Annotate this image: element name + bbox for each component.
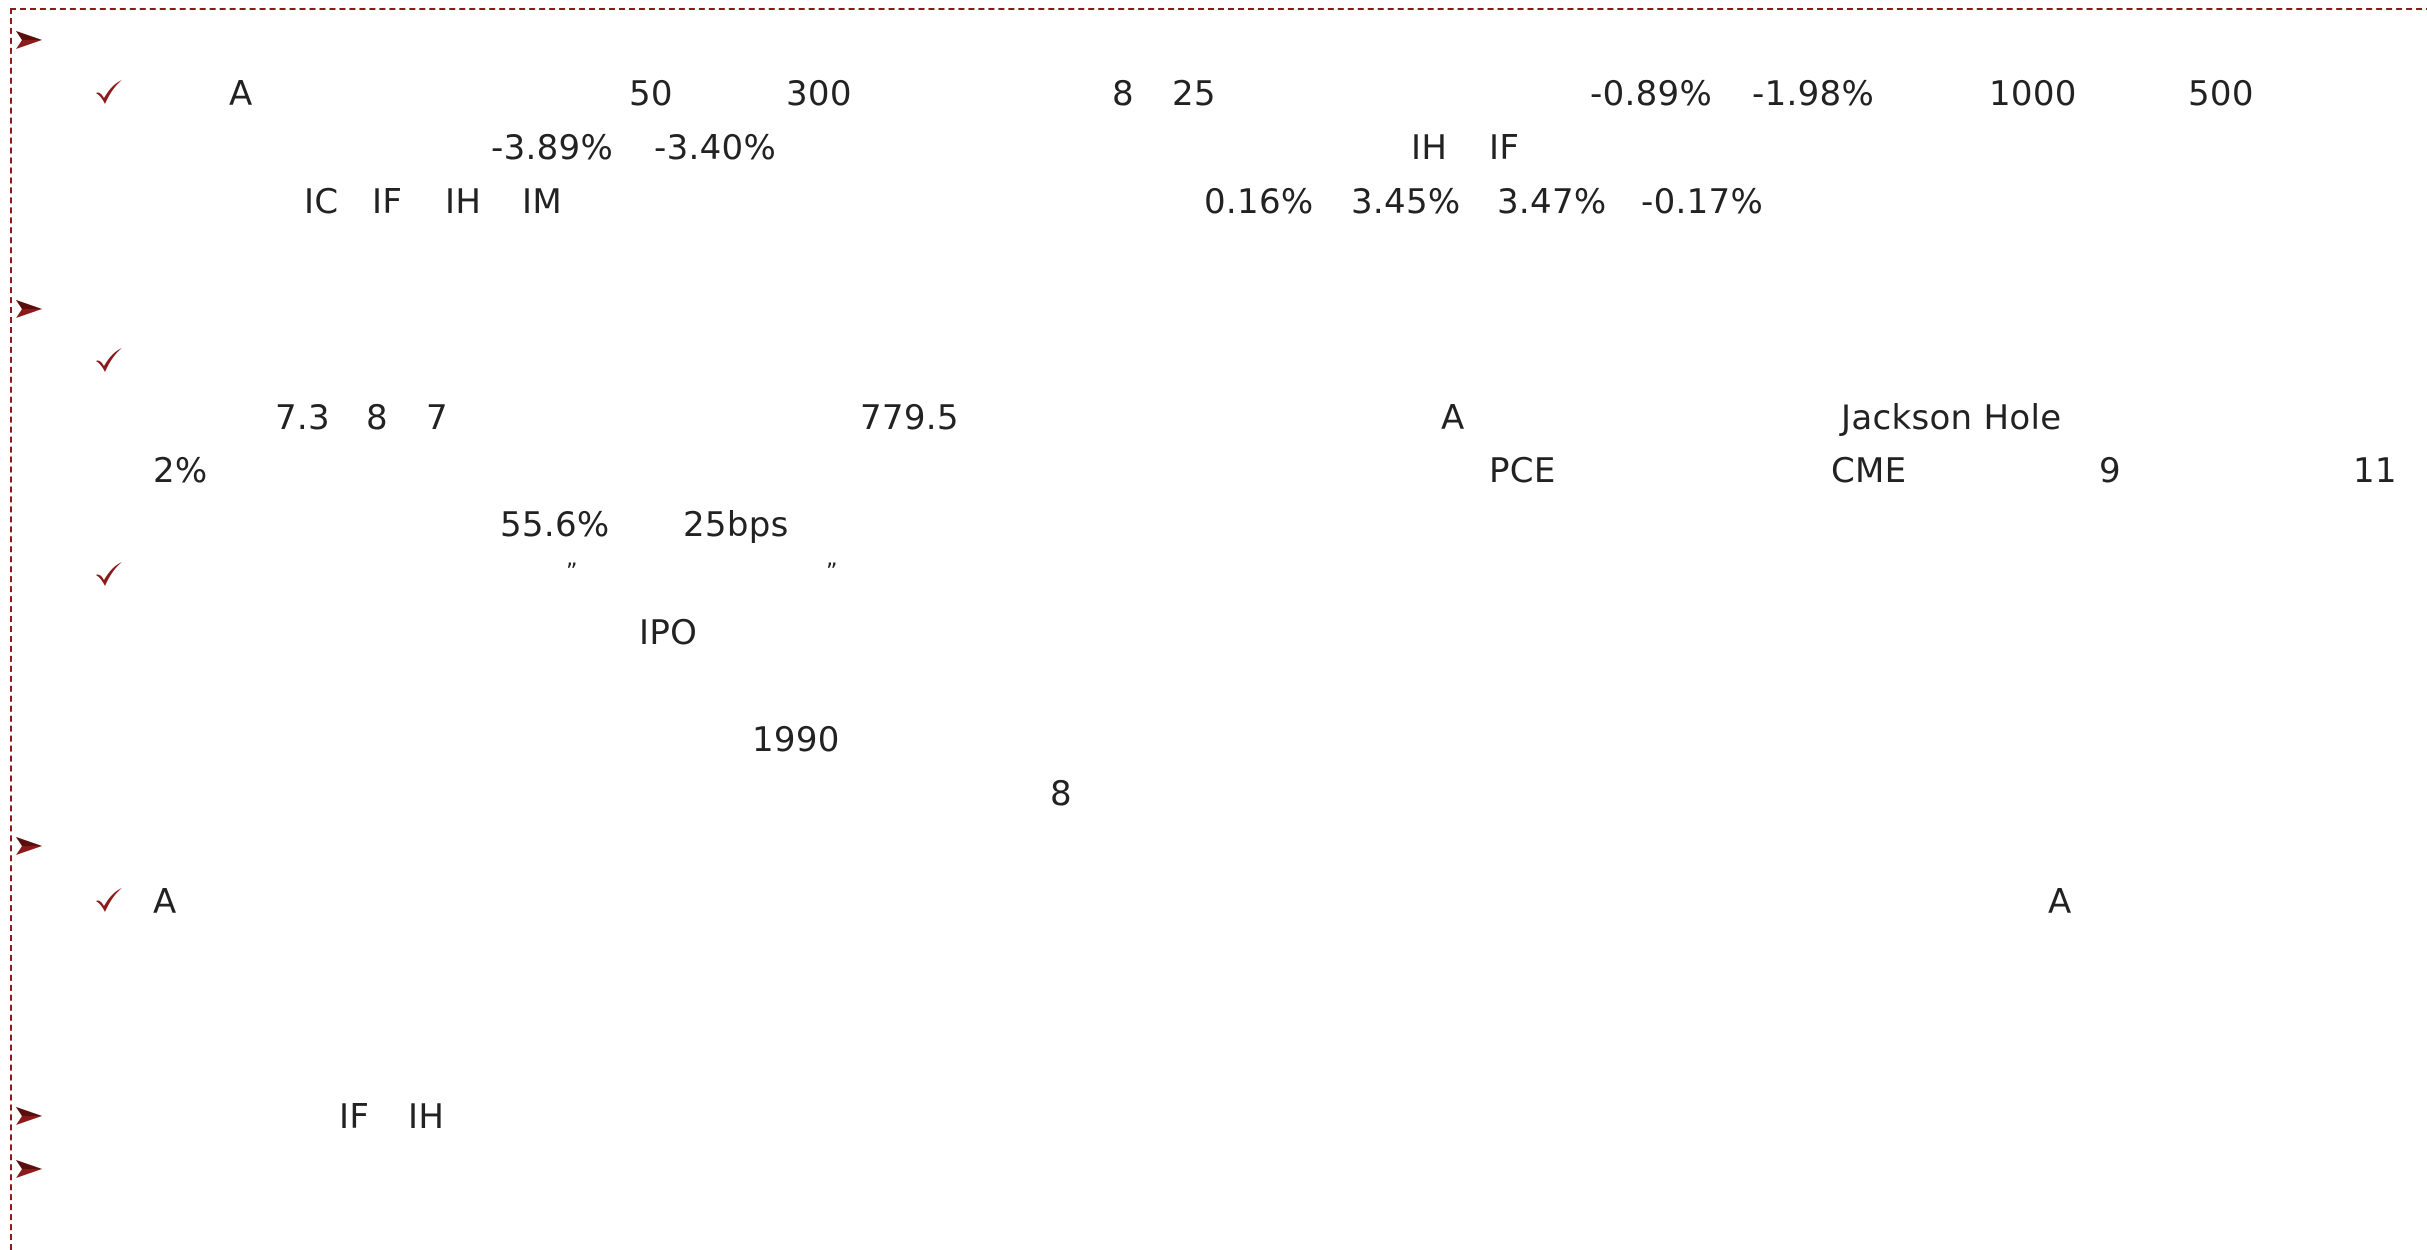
text-fragment: IF	[339, 1097, 370, 1137]
text-fragment: A	[2048, 882, 2072, 922]
text-fragment: 300	[786, 74, 852, 114]
text-fragment: 7.3	[275, 398, 330, 438]
text-fragment: 779.5	[860, 398, 959, 438]
text-fragment: -3.40%	[654, 128, 777, 168]
quote-mark: ”	[826, 560, 838, 585]
text-fragment: IF	[372, 182, 403, 222]
text-fragment: 0.16%	[1204, 182, 1314, 222]
text-fragment: 9	[2099, 451, 2121, 491]
text-fragment: IH	[408, 1097, 445, 1137]
text-fragment: IF	[1489, 128, 1520, 168]
text-fragment: -0.17%	[1641, 182, 1764, 222]
text-fragment: -1.98%	[1752, 74, 1875, 114]
text-fragment: -0.89%	[1590, 74, 1713, 114]
text-fragment: IH	[445, 182, 482, 222]
text-fragment: IC	[304, 182, 339, 222]
check-bullet-icon	[94, 560, 124, 588]
text-fragment: 8	[1112, 74, 1134, 114]
text-fragment: IH	[1411, 128, 1448, 168]
text-fragment: 25	[1172, 74, 1216, 114]
check-bullet-icon	[94, 346, 124, 374]
text-fragment: IM	[522, 182, 562, 222]
text-fragment: 25bps	[683, 505, 789, 545]
arrow-bullet-icon	[14, 1105, 44, 1127]
check-bullet-icon	[94, 78, 124, 106]
text-fragment: A	[153, 882, 177, 922]
check-bullet-icon	[94, 886, 124, 914]
text-fragment: 50	[629, 74, 673, 114]
text-fragment: PCE	[1489, 451, 1556, 491]
text-fragment: 1990	[752, 720, 840, 760]
text-fragment: A	[1441, 398, 1465, 438]
text-fragment: 1000	[1989, 74, 2077, 114]
text-fragment: 2%	[153, 451, 208, 491]
arrow-bullet-icon	[14, 1158, 44, 1180]
dashed-border-frame	[10, 8, 2427, 1250]
text-fragment: 3.47%	[1497, 182, 1607, 222]
text-fragment: 500	[2188, 74, 2254, 114]
text-fragment: 7	[426, 398, 448, 438]
text-fragment: 8	[1050, 774, 1072, 814]
text-fragment: 55.6%	[500, 505, 610, 545]
text-fragment: -3.89%	[491, 128, 614, 168]
arrow-bullet-icon	[14, 835, 44, 857]
text-fragment: IPO	[639, 613, 698, 653]
quote-mark: ”	[566, 560, 578, 585]
text-fragment: 3.45%	[1351, 182, 1461, 222]
arrow-bullet-icon	[14, 298, 44, 320]
text-fragment: 8	[366, 398, 388, 438]
arrow-bullet-icon	[14, 29, 44, 51]
text-fragment: Jackson Hole	[1841, 398, 2062, 438]
text-fragment: CME	[1831, 451, 1907, 491]
text-fragment: 11	[2353, 451, 2397, 491]
text-fragment: A	[229, 74, 253, 114]
